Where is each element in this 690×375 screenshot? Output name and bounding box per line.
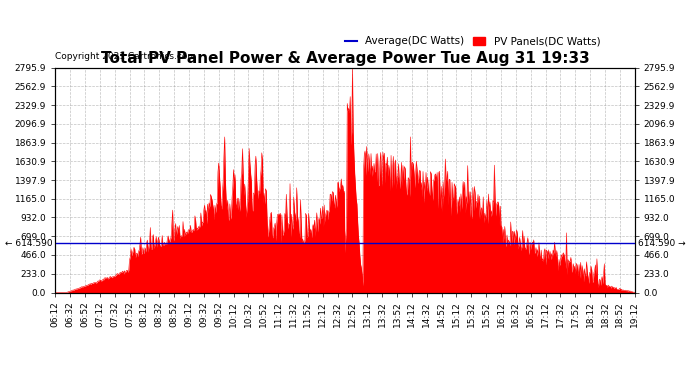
Legend: Average(DC Watts), PV Panels(DC Watts): Average(DC Watts), PV Panels(DC Watts) [340, 32, 604, 51]
Text: 614.590 →: 614.590 → [638, 238, 685, 248]
Title: Total PV Panel Power & Average Power Tue Aug 31 19:33: Total PV Panel Power & Average Power Tue… [101, 51, 589, 66]
Text: ← 614.590: ← 614.590 [5, 238, 52, 248]
Text: Copyright 2021 Cartronics.com: Copyright 2021 Cartronics.com [55, 52, 197, 61]
